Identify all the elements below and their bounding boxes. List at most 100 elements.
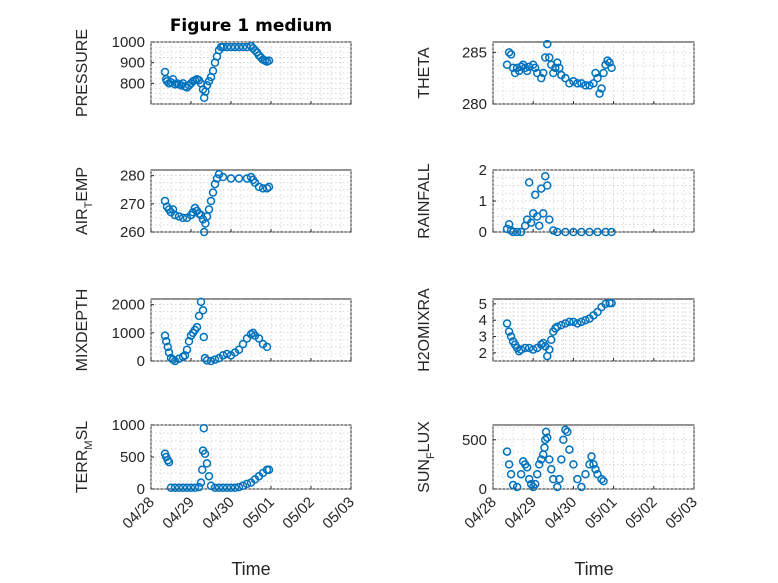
data-point [250,46,260,55]
data-point [512,227,522,237]
data-point [242,42,252,52]
data-point [534,460,544,469]
data-point [561,227,570,237]
data-point [585,460,594,469]
x-tick-label: 05/01 [239,494,278,533]
data-point [522,66,532,76]
data-point [553,322,562,331]
data-point [196,478,206,487]
data-point [206,196,216,206]
data-point [161,337,171,346]
data-point [238,481,248,491]
data-point [226,483,236,492]
data-point [234,482,244,492]
y-tick-label: 0 [479,481,487,498]
y-tick-label: 800 [120,75,145,92]
data-point [230,42,240,52]
y-tick-label: 1000 [112,34,145,51]
data-point [200,449,210,459]
data-point [530,479,540,489]
x-axis-label-right: Time [574,559,613,579]
data-point [541,427,551,437]
data-point [539,68,548,78]
data-point [581,315,590,325]
data-point [595,89,604,98]
data-point [530,190,540,200]
data-point [160,331,170,340]
data-point [545,215,554,224]
data-point [520,343,530,353]
data-point [222,483,232,492]
data-point [206,356,216,366]
data-point [199,332,209,342]
data-point [573,319,582,328]
data-point [204,205,214,214]
x-tick-label: 04/29 [501,494,540,533]
data-point [218,351,228,360]
data-point [536,455,546,464]
data-point [264,56,274,65]
data-point [603,56,612,65]
y-axis-label: THETA [416,47,433,99]
data-point [226,42,236,52]
data-point [561,319,570,328]
data-point [569,317,578,327]
data-point [581,81,590,90]
data-point [516,345,526,354]
data-point [593,227,602,237]
data-point [569,227,578,237]
data-point [541,171,550,181]
data-point [246,329,256,339]
data-point [182,345,192,354]
data-point [585,227,594,237]
data-point [599,476,608,486]
data-point [178,483,188,492]
data-point [508,480,518,490]
data-point [202,356,212,365]
data-point [208,66,218,76]
data-point [234,174,244,183]
data-point [218,42,228,52]
data-point [549,226,558,235]
data-point [508,227,518,237]
data-point [541,435,550,445]
y-axis-label: RAINFALL [416,163,433,239]
data-point [218,483,228,492]
data-point [174,212,184,221]
data-point [597,84,606,93]
data-point [557,455,566,464]
data-point [593,73,602,83]
y-tick-label: 0 [137,481,145,498]
data-point [543,181,552,190]
data-point [532,469,542,479]
data-point [234,345,244,354]
subplot-theta: 280 285 THETA [416,39,695,113]
subplot-rainfall: 0 1 2 RAINFALL [416,162,695,241]
data-point [204,471,214,481]
y-tick-label: 260 [120,224,145,241]
data-point [516,227,526,237]
data-point [506,50,516,59]
data-point [264,465,274,475]
data-point [573,79,582,88]
data-point [192,322,202,332]
x-tick-label: 05/02 [622,494,661,533]
data-point [534,221,544,231]
x-axis-label-left: Time [231,559,270,579]
data-point [607,298,616,308]
data-point [194,311,204,321]
data-point [516,62,526,72]
data-point [557,320,566,330]
data-point [230,483,240,492]
data-point [585,81,594,90]
data-point [210,483,220,492]
y-tick-label: 500 [462,432,487,449]
data-point [524,62,534,72]
data-point [516,469,526,479]
data-point [182,483,192,492]
y-tick-label: 500 [120,449,145,466]
data-point [549,68,558,78]
data-point [222,42,232,52]
data-point [605,58,614,67]
